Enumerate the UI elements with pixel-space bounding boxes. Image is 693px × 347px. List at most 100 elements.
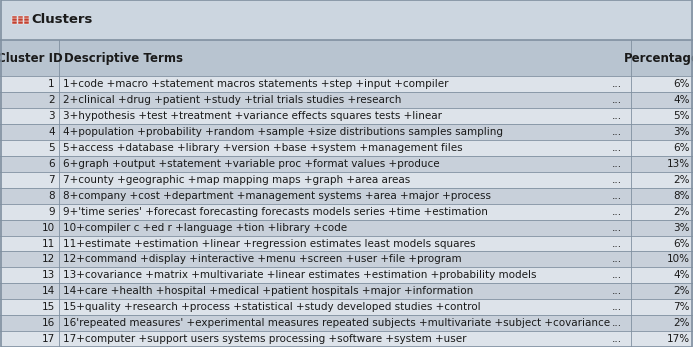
Text: 2: 2 — [48, 95, 55, 105]
Text: 15+quality +research +process +statistical +study developed studies +control: 15+quality +research +process +statistic… — [63, 302, 481, 312]
FancyBboxPatch shape — [0, 140, 693, 156]
Text: 10%: 10% — [667, 254, 690, 264]
Text: ...: ... — [612, 79, 622, 89]
Text: ...: ... — [612, 254, 622, 264]
Bar — [18, 21, 23, 24]
FancyBboxPatch shape — [0, 156, 693, 172]
Text: ...: ... — [612, 222, 622, 232]
Text: Cluster ID: Cluster ID — [0, 52, 62, 65]
Text: Descriptive Terms: Descriptive Terms — [64, 52, 184, 65]
Text: 7+county +geographic +map mapping maps +graph +area areas: 7+county +geographic +map mapping maps +… — [63, 175, 410, 185]
Bar — [24, 18, 29, 21]
Bar — [12, 21, 17, 24]
Bar — [24, 16, 29, 18]
Text: 14: 14 — [42, 286, 55, 296]
Text: ...: ... — [612, 270, 622, 280]
Text: 5%: 5% — [673, 111, 690, 121]
Bar — [18, 16, 23, 18]
Text: 13+covariance +matrix +multivariate +linear estimates +estimation +probability m: 13+covariance +matrix +multivariate +lin… — [63, 270, 536, 280]
Text: 6: 6 — [48, 159, 55, 169]
Text: 13: 13 — [42, 270, 55, 280]
FancyBboxPatch shape — [0, 76, 693, 92]
Text: 7: 7 — [48, 175, 55, 185]
Text: 15: 15 — [42, 302, 55, 312]
Text: 1: 1 — [48, 79, 55, 89]
Text: 12: 12 — [42, 254, 55, 264]
Bar — [18, 18, 23, 21]
Text: 13%: 13% — [667, 159, 690, 169]
Text: ...: ... — [612, 175, 622, 185]
Text: ...: ... — [612, 238, 622, 248]
Text: 2+clinical +drug +patient +study +trial trials studies +research: 2+clinical +drug +patient +study +trial … — [63, 95, 401, 105]
Text: 3%: 3% — [673, 127, 690, 137]
FancyBboxPatch shape — [0, 315, 693, 331]
Text: 11: 11 — [42, 238, 55, 248]
FancyBboxPatch shape — [0, 236, 693, 252]
FancyBboxPatch shape — [0, 0, 693, 40]
Text: 17: 17 — [42, 334, 55, 344]
Text: 8+company +cost +department +management systems +area +major +process: 8+company +cost +department +management … — [63, 191, 491, 201]
FancyBboxPatch shape — [0, 299, 693, 315]
Text: ...: ... — [612, 207, 622, 217]
Text: 4%: 4% — [673, 270, 690, 280]
FancyBboxPatch shape — [0, 204, 693, 220]
Text: 6%: 6% — [673, 238, 690, 248]
FancyBboxPatch shape — [0, 124, 693, 140]
Text: 3%: 3% — [673, 222, 690, 232]
FancyBboxPatch shape — [0, 92, 693, 108]
FancyBboxPatch shape — [0, 283, 693, 299]
Text: 2%: 2% — [673, 207, 690, 217]
FancyBboxPatch shape — [0, 268, 693, 283]
Text: ...: ... — [612, 159, 622, 169]
Text: ...: ... — [612, 191, 622, 201]
Text: ...: ... — [612, 318, 622, 328]
FancyBboxPatch shape — [0, 108, 693, 124]
Text: 6%: 6% — [673, 79, 690, 89]
Bar — [12, 16, 17, 18]
Text: 7%: 7% — [673, 302, 690, 312]
Text: ...: ... — [612, 334, 622, 344]
Bar — [24, 21, 29, 24]
Text: 4: 4 — [48, 127, 55, 137]
Text: 2%: 2% — [673, 286, 690, 296]
Text: 17+computer +support users systems processing +software +system +user: 17+computer +support users systems proce… — [63, 334, 466, 344]
Text: Percentage: Percentage — [624, 52, 693, 65]
Text: 16'repeated measures' +experimental measures repeated subjects +multivariate +su: 16'repeated measures' +experimental meas… — [63, 318, 611, 328]
Text: 2%: 2% — [673, 175, 690, 185]
Text: 4%: 4% — [673, 95, 690, 105]
Text: 16: 16 — [42, 318, 55, 328]
Text: 8: 8 — [48, 191, 55, 201]
Text: 9+'time series' +forecast forecasting forecasts models series +time +estimation: 9+'time series' +forecast forecasting fo… — [63, 207, 488, 217]
FancyBboxPatch shape — [0, 252, 693, 268]
Text: 9: 9 — [48, 207, 55, 217]
FancyBboxPatch shape — [0, 188, 693, 204]
Text: 12+command +display +interactive +menu +screen +user +file +program: 12+command +display +interactive +menu +… — [63, 254, 462, 264]
Text: 10+compiler c +ed r +language +tion +library +code: 10+compiler c +ed r +language +tion +lib… — [63, 222, 347, 232]
Text: 3+hypothesis +test +treatment +variance effects squares tests +linear: 3+hypothesis +test +treatment +variance … — [63, 111, 442, 121]
Text: 2%: 2% — [673, 318, 690, 328]
Text: ...: ... — [612, 95, 622, 105]
FancyBboxPatch shape — [0, 220, 693, 236]
Text: Clusters: Clusters — [31, 14, 93, 26]
FancyBboxPatch shape — [0, 331, 693, 347]
Text: 8%: 8% — [673, 191, 690, 201]
Text: 1+code +macro +statement macros statements +step +input +compiler: 1+code +macro +statement macros statemen… — [63, 79, 448, 89]
Text: 6+graph +output +statement +variable proc +format values +produce: 6+graph +output +statement +variable pro… — [63, 159, 439, 169]
Text: 10: 10 — [42, 222, 55, 232]
Text: 11+estimate +estimation +linear +regression estimates least models squares: 11+estimate +estimation +linear +regress… — [63, 238, 475, 248]
Text: ...: ... — [612, 286, 622, 296]
Text: 14+care +health +hospital +medical +patient hospitals +major +information: 14+care +health +hospital +medical +pati… — [63, 286, 473, 296]
FancyBboxPatch shape — [0, 40, 693, 76]
Text: 17%: 17% — [667, 334, 690, 344]
Text: ...: ... — [612, 127, 622, 137]
Text: ...: ... — [612, 302, 622, 312]
Text: 3: 3 — [48, 111, 55, 121]
Text: 5+access +database +library +version +base +system +management files: 5+access +database +library +version +ba… — [63, 143, 463, 153]
Text: 6%: 6% — [673, 143, 690, 153]
Text: ...: ... — [612, 111, 622, 121]
Bar — [12, 18, 17, 21]
Text: ...: ... — [612, 143, 622, 153]
Text: 5: 5 — [48, 143, 55, 153]
FancyBboxPatch shape — [0, 172, 693, 188]
Text: 4+population +probability +random +sample +size distributions samples sampling: 4+population +probability +random +sampl… — [63, 127, 503, 137]
